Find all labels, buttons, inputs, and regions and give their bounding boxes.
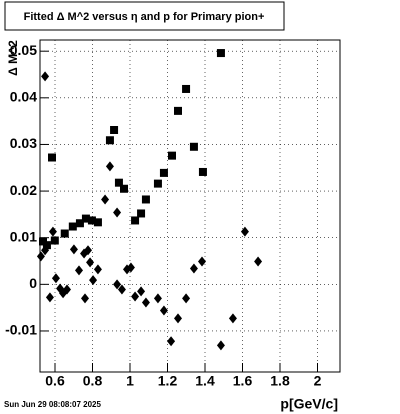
y-tick-label: 0.04 xyxy=(10,89,37,105)
diamond-marker xyxy=(69,244,78,255)
square-marker xyxy=(75,219,84,228)
footer-date: Sun Jun 29 08:08:07 2025 xyxy=(4,400,101,409)
square-marker xyxy=(48,153,56,162)
diamond-marker xyxy=(45,292,54,303)
title-box xyxy=(4,1,285,31)
diamond-marker xyxy=(182,293,191,304)
x-tick-label: 2 xyxy=(314,373,322,389)
diamond-marker xyxy=(131,291,140,302)
square-marker xyxy=(174,106,182,115)
x-tick-label: 1.6 xyxy=(233,373,253,389)
square-marker xyxy=(141,195,150,204)
square-marker xyxy=(50,236,59,245)
square-marker xyxy=(131,216,140,225)
diamond-marker xyxy=(254,256,263,267)
square-marker xyxy=(105,136,114,145)
diamond-marker xyxy=(93,264,102,275)
diamond-marker xyxy=(48,226,57,237)
x-tick-label: 1.4 xyxy=(195,373,215,389)
diamond-marker xyxy=(198,256,206,267)
square-marker xyxy=(182,84,191,93)
diamond-marker xyxy=(81,293,89,304)
square-marker xyxy=(114,178,123,187)
square-marker xyxy=(110,125,119,134)
y-tick-label: 0.02 xyxy=(10,182,37,198)
diamond-marker xyxy=(75,265,83,276)
diamond-marker xyxy=(89,275,98,286)
diamond-marker xyxy=(117,284,126,295)
square-marker xyxy=(42,241,51,250)
square-marker xyxy=(216,49,225,58)
diamond-marker xyxy=(189,263,198,274)
x-tick-label: 1.2 xyxy=(158,373,178,389)
x-tick-label: 1.8 xyxy=(270,373,290,389)
square-marker xyxy=(60,229,69,238)
y-axis-title: Δ M^2 xyxy=(6,40,20,76)
diamond-marker xyxy=(141,297,150,308)
y-tick-label: 0 xyxy=(29,275,37,291)
square-marker xyxy=(93,218,102,227)
diamond-marker xyxy=(41,71,50,82)
square-marker xyxy=(159,168,168,177)
diamond-marker xyxy=(174,313,182,324)
square-marker xyxy=(189,142,198,151)
square-marker xyxy=(198,167,207,176)
y-tick-label: 0.03 xyxy=(10,135,37,151)
diamond-marker xyxy=(137,286,146,297)
square-marker xyxy=(120,184,128,193)
diamond-marker xyxy=(167,336,176,347)
diamond-marker xyxy=(113,207,122,218)
diamond-marker xyxy=(36,251,45,262)
diamond-marker xyxy=(113,279,122,290)
x-tick-label: 0.8 xyxy=(83,373,103,389)
diamond-marker xyxy=(153,293,162,304)
x-axis-title: p[GeV/c] xyxy=(280,396,338,412)
diamond-marker xyxy=(63,284,71,295)
square-marker xyxy=(168,151,176,160)
square-marker xyxy=(81,214,90,223)
x-tick-label: 1 xyxy=(126,373,134,389)
square-marker xyxy=(153,179,162,188)
x-tick-label: 0.6 xyxy=(45,373,65,389)
diamond-marker xyxy=(101,194,110,205)
diamond-marker xyxy=(159,305,168,316)
diamond-marker xyxy=(105,161,114,172)
plot-frame xyxy=(39,39,341,373)
y-tick-label: -0.01 xyxy=(5,322,37,338)
diamond-marker xyxy=(84,245,92,256)
y-tick-label: 0.05 xyxy=(10,42,37,58)
chart-title: Fitted Δ M^2 versus η and p for Primary … xyxy=(24,11,265,23)
square-marker xyxy=(68,222,77,231)
square-marker xyxy=(87,216,96,225)
y-tick-label: 0.01 xyxy=(10,228,37,244)
diamond-marker xyxy=(126,262,135,273)
diamond-marker xyxy=(51,273,60,284)
diamond-marker xyxy=(86,257,95,268)
diamond-marker xyxy=(240,226,249,237)
diamond-marker xyxy=(41,245,50,256)
diamond-marker xyxy=(228,313,237,324)
square-marker xyxy=(137,209,146,218)
diamond-marker xyxy=(216,340,225,351)
